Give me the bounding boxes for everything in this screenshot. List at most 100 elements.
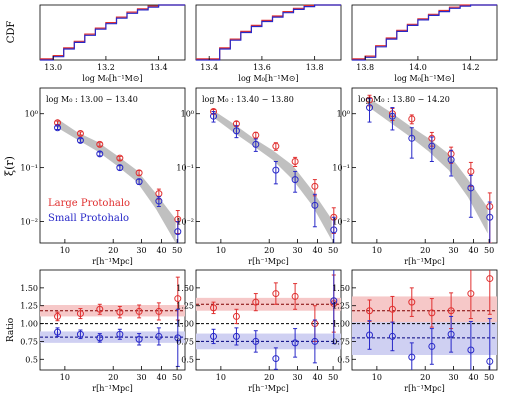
ratio-ytick-label: 0.75 (20, 337, 38, 346)
ratio-ytick-label: 1.00 (176, 320, 194, 329)
xi-xtick-label: 50 (172, 246, 182, 255)
ratio-point-small (96, 334, 104, 342)
ratio-panel-1: 0.5 0.75 1.00 1.25 1.50 10 20 30 40 50 r[h⁻¹Mpc] (20, 269, 186, 393)
xi-annotation: log M₀ : 13.80 − 14.20 (358, 95, 450, 104)
ratio-band-small (352, 322, 497, 355)
cdf-xtick-label: 14.0 (409, 63, 427, 72)
xi-point-large (96, 140, 104, 148)
xi-xtick-label: 20 (108, 246, 118, 255)
xi-xtick-label: 20 (264, 246, 274, 255)
cdf-xtick-label: 14.2 (462, 63, 480, 72)
ratio-panel-3: 0.5 0.75 1.00 1.25 1.50 10 20 30 40 50 r[h⁻¹Mpc] (332, 269, 498, 393)
xi-point-small (116, 164, 124, 172)
cdf-xtick-label: 13.8 (356, 63, 374, 72)
panels: 13.0 13.2 13.4 log M₀[h⁻¹M⊙] 10⁻² 10⁻¹ 10⁰ 10 20… (20, 4, 498, 393)
ratio-point-small (252, 337, 260, 345)
ratio-ytick-label: 0.75 (176, 337, 194, 346)
ratio-frame (195, 269, 342, 371)
xi-ytick-label: 10⁻² (20, 218, 38, 227)
cdf-frame (351, 4, 498, 61)
ratio-xtick-label: 20 (264, 373, 274, 382)
xi-point-small (486, 213, 494, 221)
cdf-xtick-label: 13.8 (306, 63, 324, 72)
xi-band (213, 110, 332, 241)
ratio-ytick-label: 1.25 (176, 302, 194, 311)
ratio-point-small (366, 331, 374, 339)
xi-xlabel: r[h⁻¹Mpc] (92, 257, 132, 266)
xi-xtick-label: 30 (292, 246, 302, 255)
ratio-panel-2: 0.5 0.75 1.00 1.25 1.50 10 20 30 40 50 r[h⁻¹Mpc] (176, 269, 342, 393)
xi-ytick-label: 10⁰ (337, 110, 350, 119)
ratio-point-large (388, 305, 396, 313)
ratio-point-large (252, 298, 260, 306)
ratio-point-small (467, 346, 475, 354)
ratio-ytick-label: 0.5 (181, 355, 194, 364)
cdf-frame (195, 4, 342, 61)
ratio-point-small (155, 332, 163, 340)
ratio-xtick-label: 50 (328, 373, 338, 382)
ratio-point-large (174, 295, 182, 303)
xi-point-large (135, 169, 143, 177)
xi-point-small (388, 112, 396, 120)
xi-xtick-label: 50 (484, 246, 494, 255)
ratio-point-large (96, 305, 104, 313)
ratio-ytick-label: 0.5 (25, 355, 38, 364)
xi-plot-area (210, 107, 338, 243)
ratio-point-small (272, 355, 280, 363)
cdf-panel-3: 13.8 14.0 14.2 log M₀[h⁻¹M⊙] (351, 4, 498, 83)
ratio-point-large (486, 275, 494, 283)
ratio-point-small (447, 330, 455, 338)
cdf-step-small (196, 4, 341, 61)
ratio-xtick-label: 40 (312, 373, 322, 382)
ratio-point-small (76, 330, 84, 338)
xi-point-small (155, 197, 163, 205)
ratio-point-small (116, 330, 124, 338)
xi-band (369, 98, 488, 234)
xi-point-large (116, 154, 124, 162)
ratio-ytick-label: 1.50 (20, 284, 38, 293)
xi-point-small (54, 124, 62, 132)
xi-point-large (311, 182, 319, 190)
xi-point-small (96, 150, 104, 158)
ratio-xtick-label: 40 (468, 373, 478, 382)
xi-point-small (311, 201, 319, 209)
ratio-point-small (311, 337, 319, 345)
ratio-point-small (174, 334, 182, 342)
ratio-xtick-label: 10 (372, 373, 382, 382)
xi-point-small (252, 140, 260, 148)
ratio-point-large (447, 307, 455, 315)
ratio-xtick-label: 30 (448, 373, 458, 382)
xi-point-large (408, 115, 416, 123)
xi-xtick-label: 10 (372, 246, 382, 255)
cdf-xtick-label: 13.4 (200, 63, 218, 72)
xi-ytick-label: 10⁻² (176, 218, 194, 227)
ratio-point-small (54, 328, 62, 336)
ratio-ytick-label: 1.25 (20, 302, 38, 311)
xi-xtick-label: 40 (312, 246, 322, 255)
xi-ytick-label: 10⁻¹ (332, 164, 350, 173)
xi-point-small (408, 134, 416, 142)
xi-point-small (210, 112, 218, 120)
xi-point-large (76, 129, 84, 137)
ratio-point-small (232, 332, 240, 340)
ratio-xtick-label: 50 (172, 373, 182, 382)
xi-xlabel: r[h⁻¹Mpc] (404, 257, 444, 266)
xi-xtick-label: 40 (156, 246, 166, 255)
xi-ylabel: ξ(r) (3, 156, 16, 176)
xi-point-small (447, 156, 455, 164)
ratio-ytick-label: 1.00 (332, 320, 350, 329)
cdf-xtick-label: 13.6 (253, 63, 271, 72)
xi-point-large (467, 167, 475, 175)
ratio-point-large (272, 290, 280, 298)
ratio-ylabel: Ratio (6, 318, 16, 342)
ratio-point-large (116, 308, 124, 316)
ratio-point-small (330, 297, 338, 305)
ratio-plot-area (40, 276, 185, 367)
xi-point-small (135, 178, 143, 186)
ratio-point-small (428, 342, 436, 350)
ratio-xtick-label: 10 (216, 373, 226, 382)
ratio-xlabel: r[h⁻¹Mpc] (92, 384, 132, 393)
xi-point-large (291, 157, 299, 165)
ratio-point-large (54, 312, 62, 320)
cdf-panel-1: 13.0 13.2 13.4 log M₀[h⁻¹M⊙] (39, 4, 186, 83)
